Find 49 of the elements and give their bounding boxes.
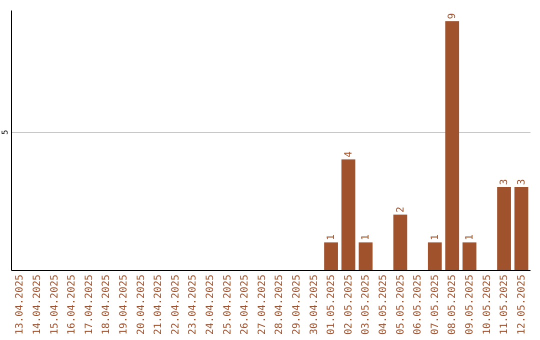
data-label: 3 (499, 178, 510, 186)
data-label: 3 (516, 178, 528, 186)
x-tick-label: 25.04.2025 (222, 274, 234, 335)
x-tick-label: 12.05.2025 (516, 274, 528, 335)
x-tick-label: 18.04.2025 (101, 274, 112, 335)
x-tick-label: 09.05.2025 (464, 274, 476, 335)
x-tick-label: 02.05.2025 (343, 274, 354, 335)
data-label: 1 (430, 234, 441, 240)
bar (445, 21, 460, 270)
x-tick-label: 14.04.2025 (32, 274, 43, 335)
x-tick-label: 13.04.2025 (14, 274, 26, 335)
x-tick-label: 10.05.2025 (482, 274, 493, 335)
data-label: 1 (360, 234, 372, 240)
x-tick-label: 06.05.2025 (412, 274, 424, 335)
bar (462, 242, 476, 270)
x-tick-label: 16.04.2025 (66, 274, 78, 335)
x-tick-label: 19.04.2025 (118, 274, 130, 335)
x-tick-label: 20.04.2025 (136, 274, 147, 335)
data-label: 1 (326, 234, 338, 240)
bar (497, 187, 511, 270)
bar (324, 242, 338, 270)
bar (393, 214, 408, 270)
bar (514, 187, 528, 270)
bar (341, 159, 356, 270)
bar (358, 242, 373, 270)
x-tick-label: 17.04.2025 (84, 274, 95, 335)
x-tick-label: 15.04.2025 (49, 274, 60, 335)
x-tick-label: 08.05.2025 (447, 274, 458, 335)
x-tick-label: 04.05.2025 (378, 274, 389, 335)
y-tick-label: 5 (0, 130, 10, 135)
x-tick-label: 24.04.2025 (204, 274, 216, 335)
x-tick-label: 22.04.2025 (170, 274, 182, 335)
x-tick-label: 28.04.2025 (274, 274, 286, 335)
x-tick-label: 01.05.2025 (326, 274, 338, 335)
data-label: 9 (447, 13, 458, 20)
x-tick-label: 11.05.2025 (499, 274, 510, 335)
data-label: 4 (343, 151, 354, 158)
x-tick-label: 29.04.2025 (291, 274, 302, 335)
x-tick-label: 26.04.2025 (240, 274, 251, 335)
x-tick-label: 21.04.2025 (153, 274, 164, 335)
data-label: 2 (395, 206, 406, 213)
x-tick-label: 05.05.2025 (395, 274, 406, 335)
data-label: 1 (464, 234, 476, 240)
x-tick-label: 23.04.2025 (188, 274, 199, 335)
x-tick-label: 30.04.2025 (308, 274, 320, 335)
x-tick-label: 07.05.2025 (430, 274, 441, 335)
bar (428, 242, 442, 270)
x-tick-label: 03.05.2025 (360, 274, 372, 335)
x-tick-label: 27.04.2025 (256, 274, 268, 335)
